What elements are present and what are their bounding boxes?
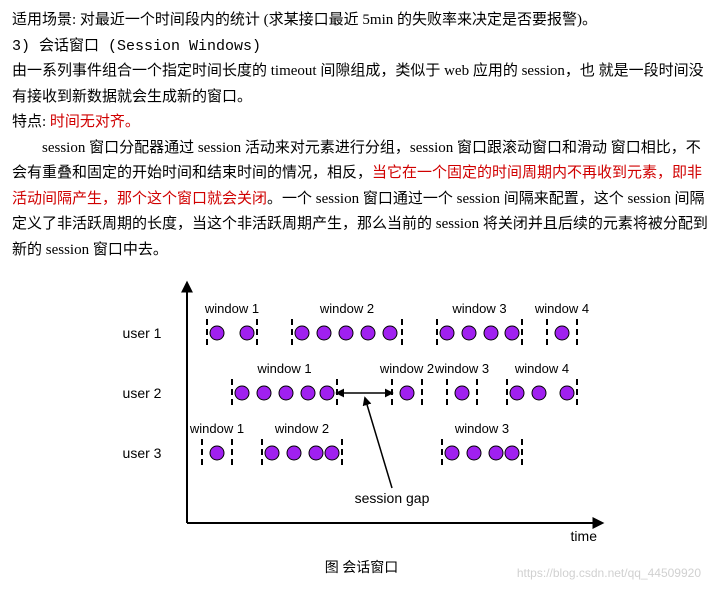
paragraph-explanation: session 窗口分配器通过 session 活动来对元素进行分组，sessi… bbox=[12, 136, 711, 264]
svg-text:window 3: window 3 bbox=[451, 301, 506, 316]
svg-text:window 4: window 4 bbox=[513, 361, 568, 376]
paragraph-description: 由一系列事件组合一个指定时间长度的 timeout 间隙组成，类似于 web 应… bbox=[12, 59, 711, 110]
svg-text:user 1: user 1 bbox=[122, 325, 161, 341]
svg-text:window 3: window 3 bbox=[433, 361, 488, 376]
svg-text:user 3: user 3 bbox=[122, 445, 161, 461]
svg-text:window 2: window 2 bbox=[318, 301, 373, 316]
svg-text:window 3: window 3 bbox=[453, 421, 508, 436]
svg-text:window 2: window 2 bbox=[378, 361, 433, 376]
paragraph-feature: 特点: 时间无对齐。 bbox=[12, 110, 711, 136]
svg-text:window 4: window 4 bbox=[533, 301, 588, 316]
feature-label: 特点: bbox=[12, 114, 50, 130]
watermark-text: https://blog.csdn.net/qq_44509920 bbox=[12, 563, 711, 583]
feature-value: 时间无对齐。 bbox=[50, 114, 140, 130]
paragraph-scenario: 适用场景: 对最近一个时间段内的统计 (求某接口最近 5min 的失败率来决定是… bbox=[12, 8, 711, 34]
heading-session-windows: 3) 会话窗口 (Session Windows) bbox=[12, 34, 711, 60]
svg-text:window 1: window 1 bbox=[188, 421, 243, 436]
svg-text:window 1: window 1 bbox=[256, 361, 311, 376]
svg-text:time: time bbox=[570, 528, 597, 544]
svg-text:window 2: window 2 bbox=[273, 421, 328, 436]
svg-text:user 2: user 2 bbox=[122, 385, 161, 401]
session-window-diagram: timeuser 1window 1window 2window 3window… bbox=[102, 273, 622, 581]
svg-text:session gap: session gap bbox=[354, 490, 429, 506]
svg-text:window 1: window 1 bbox=[203, 301, 258, 316]
